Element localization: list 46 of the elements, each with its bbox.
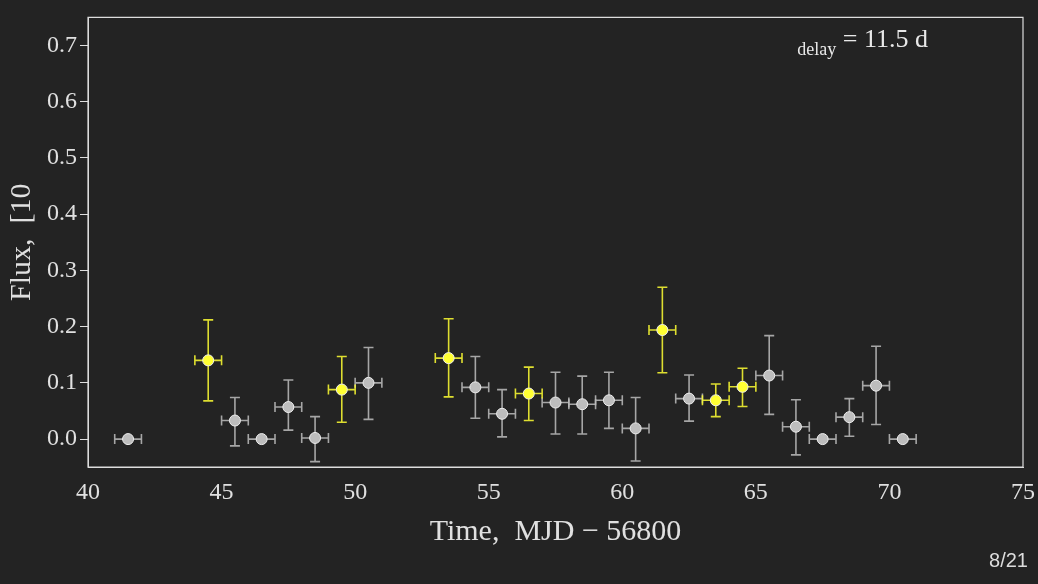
point (709, 394, 722, 407)
point (309, 431, 322, 444)
point (202, 354, 215, 367)
point (870, 379, 883, 392)
y-tick-label: 0.7 (47, 30, 77, 57)
point (816, 433, 829, 446)
point (522, 387, 535, 400)
point (549, 396, 562, 409)
point (122, 433, 135, 446)
point (656, 324, 669, 337)
point (789, 420, 802, 433)
point (736, 380, 749, 393)
point (896, 433, 909, 446)
x-tick-label: 60 (610, 477, 635, 504)
annotation: delay = 11.5 d (797, 24, 928, 60)
point (335, 383, 348, 396)
y-tick-label: 0.2 (47, 311, 77, 338)
point (282, 401, 295, 414)
x-tick-label: 65 (743, 477, 768, 504)
x-tick-label: 75 (1011, 477, 1035, 504)
x-tick-label: 40 (76, 477, 100, 504)
point (255, 433, 268, 446)
y-tick-label: 0.3 (47, 255, 77, 282)
point (683, 392, 696, 405)
point (843, 411, 856, 424)
y-tick-label: 0.1 (47, 368, 77, 395)
x-tick-label: 45 (209, 477, 234, 504)
x-tick-label: 50 (343, 477, 368, 504)
y-tick-label: 0.5 (47, 143, 77, 170)
point (602, 394, 615, 407)
point (763, 369, 776, 382)
y-tick-label: 0.6 (47, 87, 77, 114)
y-tick-label: 0.4 (47, 199, 77, 226)
point (629, 422, 642, 435)
point (442, 352, 455, 365)
point (228, 414, 241, 427)
point (496, 407, 509, 420)
y-axis-title: Flux, [10 (2, 183, 36, 302)
text: 8/21 (989, 549, 1028, 572)
y-tick-label: 0.0 (47, 424, 77, 451)
point (362, 376, 375, 389)
point (469, 381, 482, 394)
x-tick-label: 55 (476, 477, 501, 504)
x-axis-title: Time, MJD − 56800 (429, 512, 682, 546)
point (576, 398, 589, 411)
x-tick-label: 70 (877, 477, 902, 504)
